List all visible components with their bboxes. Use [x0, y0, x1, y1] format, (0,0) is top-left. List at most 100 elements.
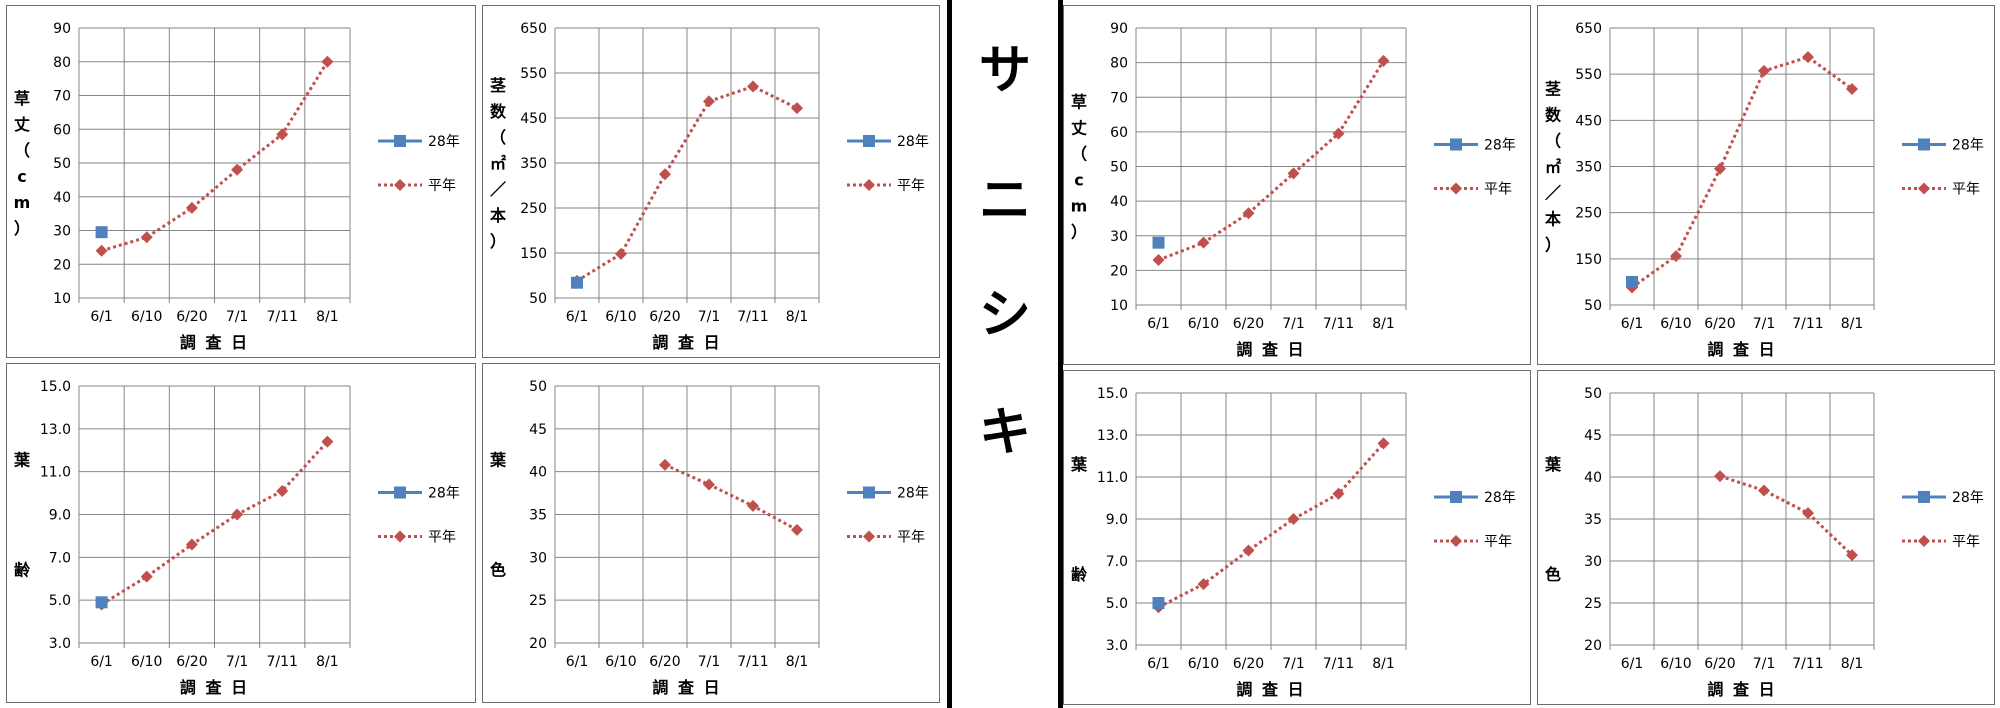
x-axis-label: 調 査 日 — [180, 333, 249, 352]
data-point-heinen — [1152, 253, 1165, 266]
legend-marker-28nen — [394, 486, 406, 499]
chart-panel-right-leaf-color: 20 25 30 35 40 45 50 6/1 6/10 6/20 7/1 7/11 8/1 調 査 日… — [1537, 370, 1995, 705]
y-axis-label-char: 本 — [490, 206, 506, 225]
data-point-heinen — [140, 570, 153, 583]
legend-marker-heinen — [863, 179, 875, 191]
y-tick-label: 50 — [1584, 386, 1602, 402]
legend-marker-heinen — [1450, 182, 1462, 195]
y-tick-label: 35 — [1584, 512, 1602, 528]
variety-char: キ — [978, 403, 1031, 463]
y-tick-label: 40 — [1110, 194, 1128, 210]
variety-char: ニ — [978, 171, 1031, 231]
y-axis-label-char: ㎡ — [1545, 158, 1561, 177]
legend-label-28nen: 28年 — [1952, 138, 1984, 154]
data-point-heinen — [1846, 549, 1858, 562]
data-point-heinen — [1670, 250, 1682, 263]
y-axis-label-char: 数 — [490, 102, 507, 121]
y-axis-label-char: ） — [490, 232, 506, 251]
x-tick-label: 6/10 — [1188, 316, 1219, 332]
x-axis-label: 調 査 日 — [1236, 680, 1305, 699]
y-tick-label: 30 — [1110, 229, 1128, 245]
x-tick-label: 6/1 — [566, 309, 589, 325]
x-axis-label: 調 査 日 — [180, 678, 249, 697]
x-tick-label: 7/1 — [1753, 316, 1776, 332]
legend-label-heinen: 平年 — [897, 530, 925, 546]
y-tick-label: 35 — [529, 508, 547, 524]
y-tick-label: 60 — [1110, 125, 1128, 141]
legend-marker-28nen — [1450, 138, 1462, 151]
data-point-heinen — [1332, 127, 1345, 140]
series-line-heinen — [1157, 442, 1385, 609]
y-axis-label-char: 色 — [1545, 565, 1561, 584]
data-point-heinen — [185, 201, 198, 214]
data-point-heinen — [1332, 487, 1345, 500]
legend-marker-28nen — [863, 135, 875, 147]
y-axis-label-char: 色 — [490, 561, 506, 580]
y-tick-label: 3.0 — [49, 636, 71, 652]
data-point-heinen — [1758, 484, 1770, 497]
legend-marker-heinen — [863, 530, 875, 543]
data-point-heinen — [1714, 162, 1726, 175]
y-tick-label: 550 — [520, 66, 547, 82]
y-axis-label-char: 葉 — [1070, 455, 1088, 474]
x-tick-label: 7/1 — [226, 309, 249, 325]
data-point-28nen — [95, 596, 108, 609]
plant-height-chart: 10 20 30 40 50 60 70 80 90 6/1 6/10 6/20 7/1 7/11 8/1 調… — [14, 21, 460, 352]
series-line-heinen — [1719, 474, 1854, 557]
y-axis-label-char: 数 — [1545, 106, 1562, 125]
chart-panel-right-plant-height: 10 20 30 40 50 60 70 80 90 6/1 6/10 6/20 7/1 7/11 8/1 調… — [1063, 5, 1531, 365]
legend-marker-28nen — [863, 486, 875, 499]
variety-char: シ — [978, 285, 1031, 345]
data-point-heinen — [747, 499, 759, 512]
series-line-heinen — [664, 463, 798, 532]
legend-label-28nen: 28年 — [1484, 138, 1516, 154]
data-point-heinen — [1197, 236, 1210, 249]
data-point-heinen — [703, 478, 715, 491]
y-tick-label: 25 — [1584, 596, 1602, 612]
x-tick-label: 6/1 — [1621, 316, 1644, 332]
legend-marker-heinen — [1918, 535, 1930, 547]
data-point-heinen — [231, 163, 244, 176]
chart-panel-left-leaf-color: 20 25 30 35 40 45 50 6/1 6/10 6/20 7/1 7/11 8/1 調 査 日… — [482, 363, 940, 703]
legend-label-28nen: 28年 — [897, 134, 929, 150]
series-line-heinen — [576, 84, 798, 283]
y-tick-label: 10 — [1110, 298, 1128, 314]
x-tick-label: 6/20 — [649, 654, 680, 670]
data-point-heinen — [791, 523, 803, 536]
data-point-heinen — [1377, 54, 1390, 67]
y-tick-label: 11.0 — [1097, 470, 1128, 486]
x-tick-label: 6/1 — [90, 309, 113, 325]
x-tick-label: 7/11 — [1792, 656, 1823, 672]
y-tick-label: 550 — [1575, 67, 1602, 83]
y-tick-label: 90 — [1110, 21, 1128, 37]
y-axis-label-char: （ — [14, 141, 30, 160]
y-tick-label: 90 — [53, 21, 71, 37]
x-axis-label: 調 査 日 — [652, 678, 721, 697]
series-line-heinen — [100, 440, 329, 606]
x-axis-label: 調 査 日 — [1707, 680, 1776, 699]
y-tick-label: 150 — [1575, 252, 1602, 268]
y-axis-label-char: 丈 — [14, 115, 30, 134]
x-tick-label: 7/1 — [698, 654, 721, 670]
legend-marker-28nen — [1450, 491, 1462, 503]
y-axis-label-char: m — [1071, 197, 1088, 216]
data-point-heinen — [1377, 437, 1390, 450]
x-axis-label: 調 査 日 — [1707, 340, 1776, 359]
y-tick-label: 350 — [1575, 160, 1602, 176]
y-tick-label: 10 — [53, 291, 71, 307]
data-point-heinen — [791, 102, 803, 115]
x-axis-label: 調 査 日 — [652, 333, 721, 352]
y-axis-label-char: （ — [490, 128, 506, 147]
data-point-heinen — [95, 244, 108, 257]
y-tick-label: 50 — [53, 156, 71, 172]
variety-label: サ ニ シ キ — [977, 0, 1033, 708]
y-tick-label: 7.0 — [1106, 554, 1128, 570]
x-tick-label: 6/20 — [1233, 656, 1264, 672]
data-point-heinen — [276, 484, 289, 497]
y-tick-label: 80 — [1110, 56, 1128, 72]
y-axis-label-char: 茎 — [490, 76, 506, 95]
y-tick-label: 70 — [53, 89, 71, 105]
y-tick-label: 20 — [1110, 263, 1128, 279]
x-tick-label: 7/1 — [1282, 316, 1305, 332]
leaf-color-chart: 20 25 30 35 40 45 50 6/1 6/10 6/20 7/1 7/11 8/1 調 査 日… — [489, 379, 929, 697]
